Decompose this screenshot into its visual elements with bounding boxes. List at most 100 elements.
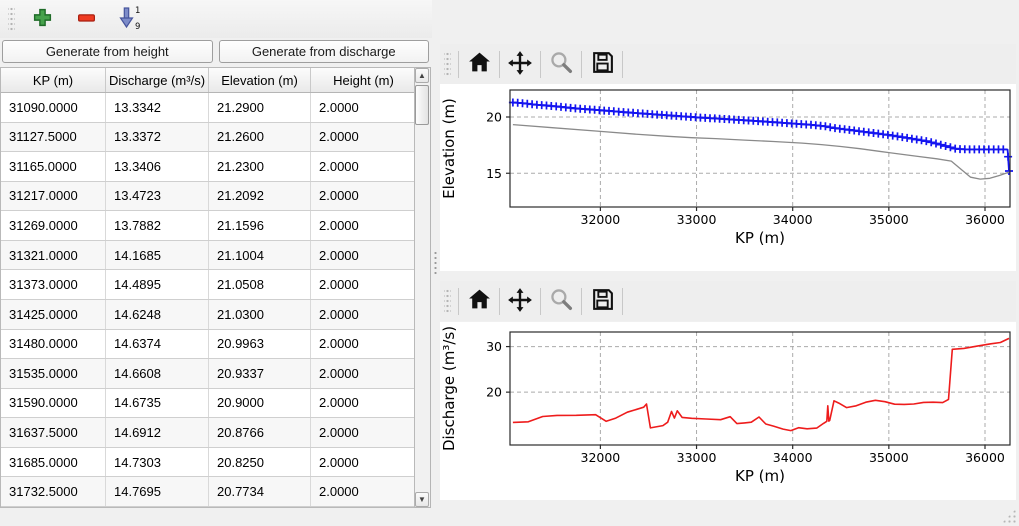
- scrollbar-thumb[interactable]: [415, 85, 429, 125]
- table-cell[interactable]: 20.9337: [209, 359, 311, 388]
- table-cell[interactable]: 2.0000: [319, 218, 359, 234]
- table-cell[interactable]: 2.0000: [319, 277, 359, 293]
- table-row[interactable]: 31321.0000 14.1685 21.1004 2.0000: [1, 240, 414, 271]
- table-cell[interactable]: 31480.0000: [1, 329, 106, 359]
- table-row[interactable]: 31269.0000 13.7882 21.1596 2.0000: [1, 211, 414, 241]
- save-button[interactable]: [589, 51, 615, 77]
- window-resize-grip[interactable]: [1002, 509, 1016, 523]
- generate-from-discharge-button[interactable]: Generate from discharge: [218, 40, 429, 63]
- table-cell[interactable]: 2.0000: [319, 247, 359, 263]
- table-cell[interactable]: 14.1685: [106, 240, 209, 270]
- scrollbar-down-button[interactable]: ▼: [415, 492, 429, 507]
- table-cell[interactable]: 31590.0000: [1, 388, 106, 418]
- table-row[interactable]: 31480.0000 14.6374 20.9963 2.0000: [1, 329, 414, 360]
- panel-splitter-vertical[interactable]: [431, 0, 440, 526]
- chart-splitter-horizontal[interactable]: [880, 271, 1019, 278]
- table-cell[interactable]: 31321.0000: [1, 240, 106, 270]
- toolbar-drag-handle[interactable]: [444, 51, 451, 77]
- table-cell[interactable]: 21.2300: [209, 152, 311, 181]
- table-row[interactable]: 31590.0000 14.6735 20.9000 2.0000: [1, 388, 414, 419]
- table-cell[interactable]: 31269.0000: [1, 211, 106, 240]
- toolbar-drag-handle[interactable]: [8, 6, 15, 32]
- table-cell[interactable]: 2.0000: [319, 99, 359, 115]
- table-cell[interactable]: 2.0000: [319, 424, 359, 440]
- table-row[interactable]: 31217.0000 13.4723 21.2092 2.0000: [1, 181, 414, 212]
- table-cell[interactable]: 21.2900: [209, 93, 311, 122]
- table-cell[interactable]: 13.3372: [106, 122, 209, 152]
- table-cell[interactable]: 31637.5000: [1, 418, 106, 447]
- table-cell[interactable]: 2.0000: [319, 129, 359, 145]
- header-cell[interactable]: KP (m): [1, 68, 106, 92]
- table-cell[interactable]: 14.6374: [106, 329, 209, 359]
- header-cell[interactable]: Discharge (m³/s): [106, 68, 209, 92]
- table-cell[interactable]: 31090.0000: [1, 93, 106, 122]
- table-cell[interactable]: 21.1596: [209, 211, 311, 240]
- table-cell[interactable]: 20.8766: [209, 418, 311, 447]
- table-row[interactable]: 31535.0000 14.6608 20.9337 2.0000: [1, 359, 414, 389]
- zoom-button[interactable]: [548, 288, 574, 314]
- table-cell[interactable]: 31685.0000: [1, 447, 106, 477]
- table-cell[interactable]: 21.0508: [209, 270, 311, 299]
- table-cell[interactable]: 14.7695: [106, 477, 209, 506]
- pan-button[interactable]: [507, 287, 533, 314]
- table-cell[interactable]: 20.7734: [209, 477, 311, 506]
- table-cell[interactable]: 31217.0000: [1, 181, 106, 211]
- table-cell[interactable]: 13.7882: [106, 211, 209, 240]
- table-cell[interactable]: 2.0000: [319, 484, 359, 500]
- table-cell[interactable]: 14.6912: [106, 418, 209, 447]
- table-cell[interactable]: 14.6608: [106, 359, 209, 388]
- table-cell[interactable]: 21.0300: [209, 299, 311, 329]
- table-row[interactable]: 31732.5000 14.7695 20.7734 2.0000: [1, 477, 414, 507]
- header-cell[interactable]: Height (m): [333, 72, 394, 88]
- table-cell[interactable]: 31425.0000: [1, 299, 106, 329]
- table-cell[interactable]: 20.8250: [209, 447, 311, 477]
- table-row[interactable]: 31425.0000 14.6248 21.0300 2.0000: [1, 299, 414, 330]
- table-row[interactable]: 31090.0000 13.3342 21.2900 2.0000: [1, 93, 414, 123]
- table-cell[interactable]: 20.9963: [209, 329, 311, 359]
- table-cell[interactable]: 31732.5000: [1, 477, 106, 506]
- scrollbar-up-button[interactable]: ▲: [415, 68, 429, 83]
- table-cell[interactable]: 13.3342: [106, 93, 209, 122]
- elevation-chart-canvas[interactable]: 32000 33000 34000 35000 36000 15 20 KP (m) Eleva…: [440, 84, 1016, 271]
- table-row[interactable]: 31127.5000 13.3372 21.2600 2.0000: [1, 122, 414, 153]
- table-row[interactable]: 31637.5000 14.6912 20.8766 2.0000: [1, 418, 414, 448]
- table-cell[interactable]: 31373.0000: [1, 270, 106, 299]
- table-cell[interactable]: 2.0000: [319, 188, 359, 204]
- table-cell[interactable]: 14.6735: [106, 388, 209, 418]
- table-cell[interactable]: 14.4895: [106, 270, 209, 299]
- pan-button[interactable]: [507, 50, 533, 77]
- table-cell[interactable]: 2.0000: [319, 158, 359, 174]
- table-cell[interactable]: 2.0000: [319, 365, 359, 381]
- sort-rows-button[interactable]: 1 9: [117, 6, 143, 32]
- table-cell[interactable]: 31535.0000: [1, 359, 106, 388]
- home-button[interactable]: [466, 288, 492, 314]
- table-cell[interactable]: 2.0000: [319, 454, 359, 470]
- table-scrollbar[interactable]: ▲ ▼: [415, 67, 431, 508]
- table-cell[interactable]: 31127.5000: [1, 122, 106, 152]
- table-cell[interactable]: 13.4723: [106, 181, 209, 211]
- table-cell[interactable]: 13.3406: [106, 152, 209, 181]
- discharge-chart[interactable]: 32000 33000 34000 35000 36000 20 30 KP (m) Disch…: [440, 322, 1016, 500]
- table-cell[interactable]: 14.6248: [106, 299, 209, 329]
- table-cell[interactable]: 2.0000: [319, 395, 359, 411]
- header-cell[interactable]: Elevation (m): [209, 68, 311, 92]
- table-cell[interactable]: 21.2600: [209, 122, 311, 152]
- table-cell[interactable]: 31165.0000: [1, 152, 106, 181]
- zoom-button[interactable]: [548, 51, 574, 77]
- table-cell[interactable]: 2.0000: [319, 336, 359, 352]
- table-row[interactable]: 31165.0000 13.3406 21.2300 2.0000: [1, 152, 414, 182]
- home-button[interactable]: [466, 51, 492, 77]
- table-cell[interactable]: 21.1004: [209, 240, 311, 270]
- save-button[interactable]: [589, 288, 615, 314]
- delete-row-button[interactable]: [73, 6, 99, 32]
- generate-from-height-button[interactable]: Generate from height: [2, 40, 213, 63]
- elevation-chart[interactable]: 32000 33000 34000 35000 36000 15 20 KP (m) Eleva…: [440, 84, 1016, 271]
- discharge-chart-canvas[interactable]: 32000 33000 34000 35000 36000 20 30 KP (m) Disch…: [440, 322, 1016, 500]
- table-row[interactable]: 31373.0000 14.4895 21.0508 2.0000: [1, 270, 414, 300]
- toolbar-drag-handle[interactable]: [444, 288, 451, 314]
- table-cell[interactable]: 2.0000: [319, 306, 359, 322]
- add-row-button[interactable]: [29, 6, 55, 32]
- table-cell[interactable]: 20.9000: [209, 388, 311, 418]
- table-row[interactable]: 31685.0000 14.7303 20.8250 2.0000: [1, 447, 414, 478]
- table-cell[interactable]: 21.2092: [209, 181, 311, 211]
